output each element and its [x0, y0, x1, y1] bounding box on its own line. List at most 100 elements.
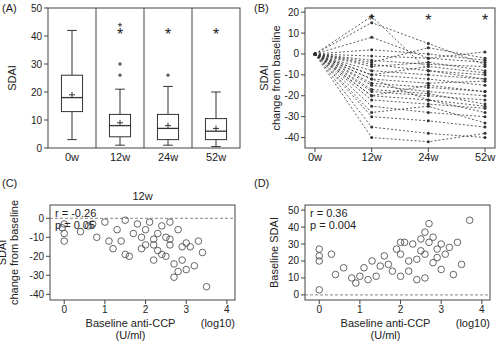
- scatter-point: [179, 257, 186, 264]
- series-point: [314, 52, 317, 55]
- whisker-cap: [163, 145, 173, 146]
- series-point: [427, 69, 430, 72]
- series-point: [484, 103, 487, 106]
- subtitle: 12w: [132, 190, 152, 202]
- scatter-point: [142, 242, 149, 249]
- series-point: [427, 119, 430, 122]
- y-tick-label: 10: [288, 272, 300, 283]
- series-point: [484, 94, 487, 97]
- series-point: [370, 105, 373, 108]
- y-tick-label: 30: [288, 239, 300, 250]
- series-point: [370, 136, 373, 139]
- figure: (A)SDAI010203040500w12w24w52w***(B)SDAIc…: [0, 0, 500, 346]
- scatter-point: [167, 242, 174, 249]
- significance-mark: *: [213, 26, 219, 43]
- reference-line: [305, 294, 490, 295]
- panel-a: (A)SDAI010203040500w12w24w52w***: [2, 2, 240, 163]
- y-axis-label: change from baseline: [270, 25, 282, 130]
- series-line: [315, 54, 485, 104]
- scatter-point: [142, 226, 149, 233]
- series-point: [314, 52, 317, 55]
- whisker: [168, 86, 169, 114]
- y-tick-label: 0: [36, 143, 42, 154]
- points: [50, 217, 235, 290]
- series-point: [484, 90, 487, 93]
- scatter-point: [179, 244, 186, 251]
- significance-mark: *: [425, 12, 431, 29]
- scatter-point: [332, 271, 339, 278]
- outlier: [118, 73, 122, 77]
- scatter-point: [122, 217, 129, 224]
- whisker: [120, 89, 121, 114]
- series-point: [370, 73, 373, 76]
- scatter-point: [405, 258, 412, 265]
- scatter-point: [171, 274, 178, 281]
- y-tick: [46, 256, 50, 257]
- scatter-point: [159, 251, 166, 258]
- scatter-point: [183, 266, 190, 273]
- y-axis-label: SDAI: [6, 65, 18, 91]
- scatter-point: [316, 246, 323, 253]
- series-point: [427, 92, 430, 95]
- x-tick-label: 0: [316, 304, 322, 315]
- significance-mark: *: [117, 26, 123, 43]
- y-tick-label: 0: [293, 289, 299, 300]
- stat-annotation: p = 0.05: [55, 219, 95, 231]
- series-point: [484, 61, 487, 64]
- scatter-point: [430, 234, 437, 241]
- scatter-point: [373, 273, 380, 280]
- y-tick: [46, 218, 50, 219]
- series-point: [370, 88, 373, 91]
- scatter-point: [377, 263, 384, 270]
- scatter-point: [150, 242, 157, 249]
- series-point: [484, 57, 487, 60]
- x-axis-label: (U/ml): [371, 329, 401, 341]
- series-line: [315, 54, 485, 100]
- series-line: [315, 37, 485, 62]
- y-tick-label: -30: [285, 111, 300, 122]
- series-point: [427, 84, 430, 87]
- y-tick-label: 20: [288, 255, 300, 266]
- series-point: [427, 98, 430, 101]
- scatter-point: [316, 287, 323, 294]
- box: [61, 75, 82, 111]
- series-point: [484, 132, 487, 135]
- series-line: [315, 54, 485, 75]
- scatter-point: [199, 249, 206, 256]
- scatter-point: [434, 254, 441, 261]
- whisker: [120, 137, 121, 145]
- scatter-point: [150, 257, 157, 264]
- series-point: [427, 46, 430, 49]
- plot-frame: [305, 205, 490, 300]
- plot-frame: [305, 8, 495, 148]
- category-separator: [96, 8, 97, 148]
- series-point: [427, 105, 430, 108]
- series-point: [314, 52, 317, 55]
- series-point: [427, 69, 430, 72]
- y-tick: [44, 92, 48, 93]
- y-tick-label: -40: [30, 289, 45, 300]
- series-point: [370, 36, 373, 39]
- scatter-point: [163, 253, 170, 260]
- series-point: [370, 55, 373, 58]
- box: [205, 119, 226, 140]
- series-point: [484, 98, 487, 101]
- x-axis-label: Baseline anti-CCP: [86, 317, 176, 329]
- series-point: [427, 78, 430, 81]
- series-line: [315, 54, 485, 108]
- series-point: [314, 52, 317, 55]
- y-tick-label: -20: [285, 90, 300, 101]
- y-tick-label: 0: [38, 213, 44, 224]
- whisker-cap: [211, 92, 221, 93]
- series-point: [370, 73, 373, 76]
- scatter-point: [454, 239, 461, 246]
- x-axis-note: (log10): [456, 317, 490, 329]
- box: [157, 114, 178, 139]
- whisker: [216, 140, 217, 147]
- series-point: [314, 52, 317, 55]
- scatter-point: [418, 248, 425, 255]
- scatter-point: [353, 280, 360, 287]
- panel-label: (D): [254, 177, 269, 189]
- panel-label: (C): [2, 177, 17, 189]
- series-point: [484, 107, 487, 110]
